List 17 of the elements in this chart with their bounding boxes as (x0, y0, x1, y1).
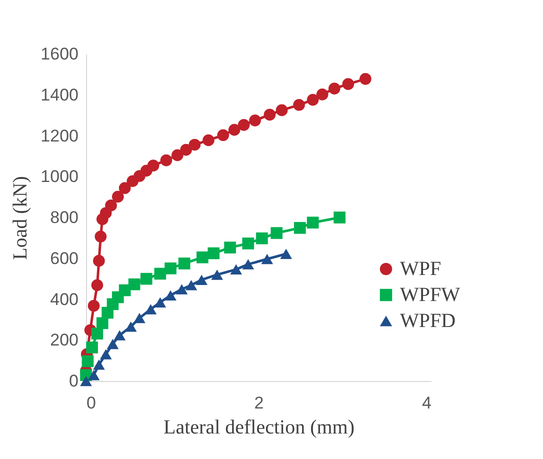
y-tick-label: 600 (50, 248, 78, 268)
x-tick-label: 2 (254, 394, 264, 412)
y-tick-label: 1200 (40, 126, 78, 146)
y-tick-label: 200 (50, 330, 78, 350)
y-tick-label: 1000 (40, 167, 78, 186)
x-tick-label: 0 (86, 394, 96, 412)
legend-label: WPF (400, 258, 442, 280)
y-tick-label: 1600 (40, 44, 78, 64)
y-axis-title: Load (kN) (10, 176, 32, 260)
x-tick-label: 4 (422, 394, 432, 412)
legend-label: WPFD (400, 310, 456, 332)
y-tick-label: 0 (69, 372, 78, 390)
y-tick-label: 1400 (40, 85, 78, 104)
y-tick-label: 800 (50, 208, 78, 227)
y-tick-label: 400 (50, 290, 78, 309)
legend-label: WPFW (400, 284, 460, 306)
x-axis-title: Lateral deflection (mm) (163, 416, 355, 438)
